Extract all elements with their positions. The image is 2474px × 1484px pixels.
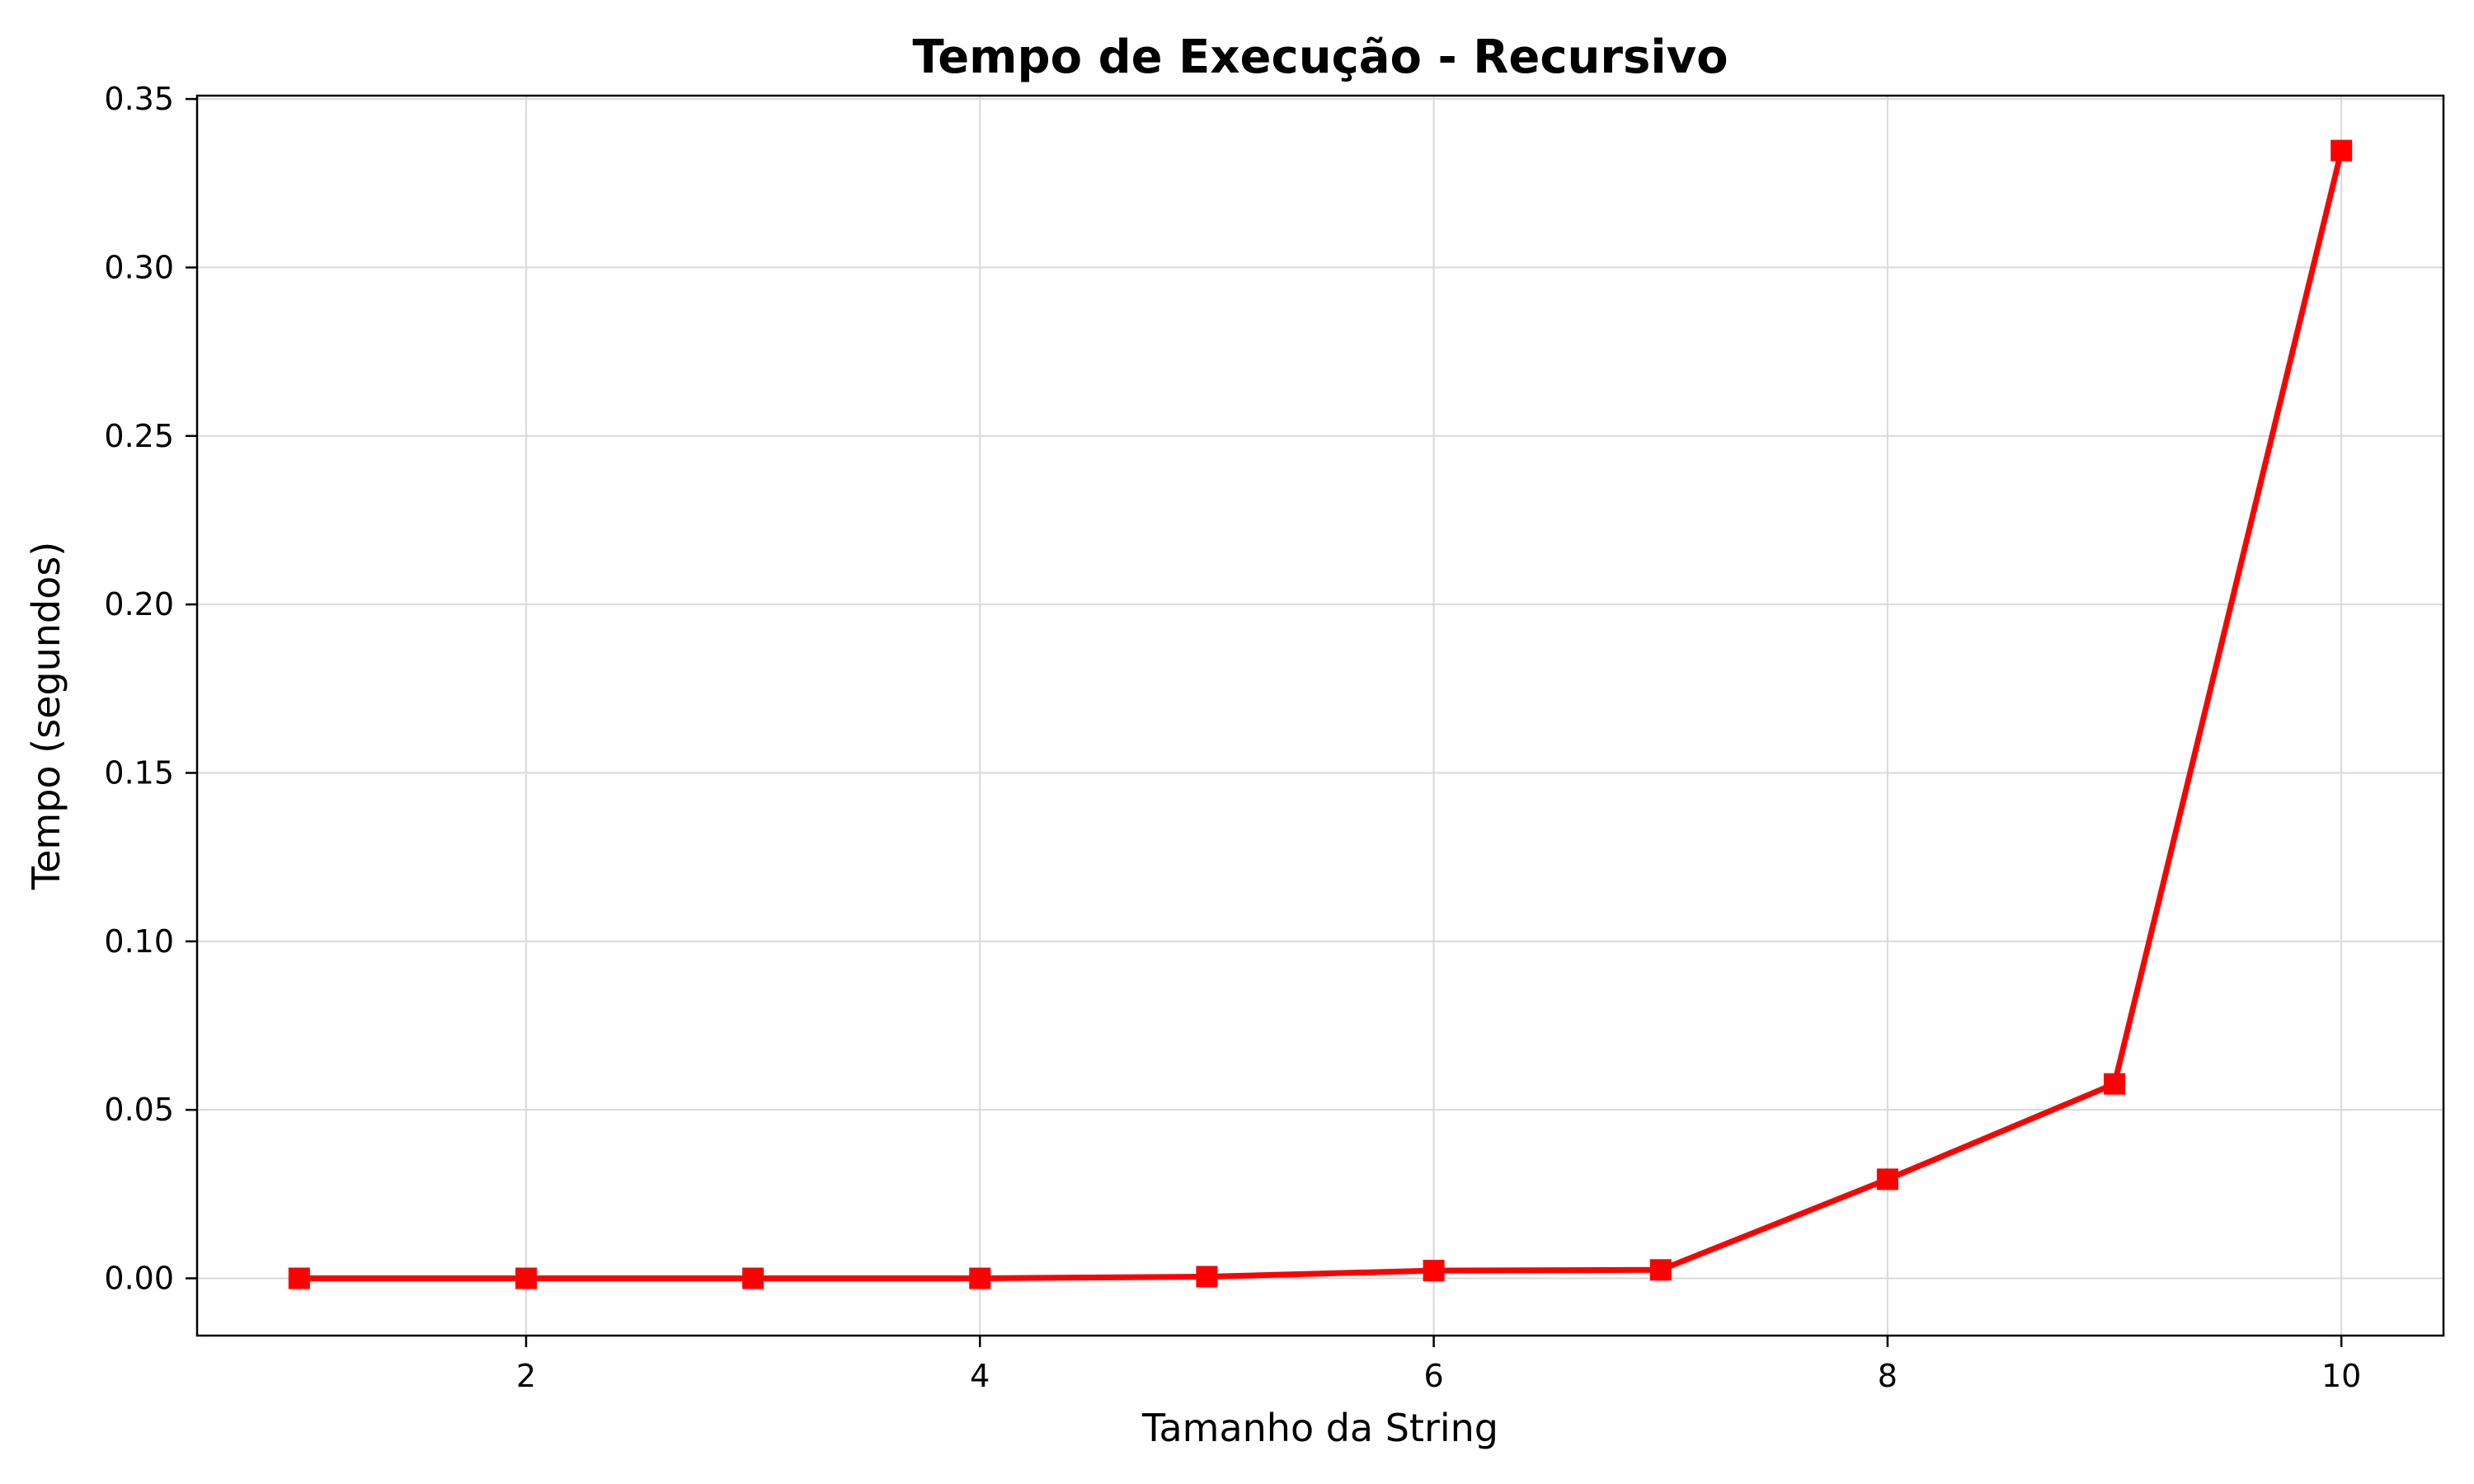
grid xyxy=(197,96,2443,1336)
data-point-marker xyxy=(1423,1260,1445,1282)
data-point-marker xyxy=(2331,139,2353,162)
data-point-marker xyxy=(969,1267,991,1289)
data-point-marker xyxy=(1196,1266,1218,1288)
data-point-marker xyxy=(288,1267,310,1289)
y-tick-label: 0.30 xyxy=(104,249,174,285)
x-axis-label: Tamanho da String xyxy=(1141,1406,1498,1450)
data-point-marker xyxy=(1876,1168,1898,1190)
x-tick-label: 10 xyxy=(2321,1358,2361,1394)
x-tick-label: 2 xyxy=(516,1358,536,1394)
y-axis-ticks: 0.00 0.05 0.10 0.15 0.20 0.25 0.30 0.35 xyxy=(104,81,197,1297)
y-tick-label: 0.15 xyxy=(104,754,174,791)
plot-frame xyxy=(195,94,2445,1337)
data-point-marker xyxy=(1649,1259,1672,1281)
y-tick-label: 0.25 xyxy=(104,418,174,454)
y-tick-label: 0.35 xyxy=(104,81,174,117)
x-tick-label: 8 xyxy=(1878,1358,1898,1394)
data-point-marker xyxy=(742,1267,764,1289)
series-layer xyxy=(288,139,2353,1289)
y-tick-label: 0.10 xyxy=(104,923,174,960)
y-tick-label: 0.00 xyxy=(104,1261,174,1297)
data-point-marker xyxy=(2104,1073,2126,1095)
x-tick-label: 6 xyxy=(1423,1358,1443,1394)
series-line xyxy=(299,149,2345,1282)
y-tick-label: 0.05 xyxy=(104,1092,174,1128)
x-tick-label: 4 xyxy=(970,1358,990,1394)
y-axis-label: Tempo (segundos) xyxy=(24,542,68,890)
data-point-marker xyxy=(515,1267,537,1289)
x-axis-ticks: 2 4 6 8 10 xyxy=(516,1336,2361,1394)
y-tick-label: 0.20 xyxy=(104,586,174,622)
chart-title: Tempo de Execução - Recursivo xyxy=(912,31,1728,84)
